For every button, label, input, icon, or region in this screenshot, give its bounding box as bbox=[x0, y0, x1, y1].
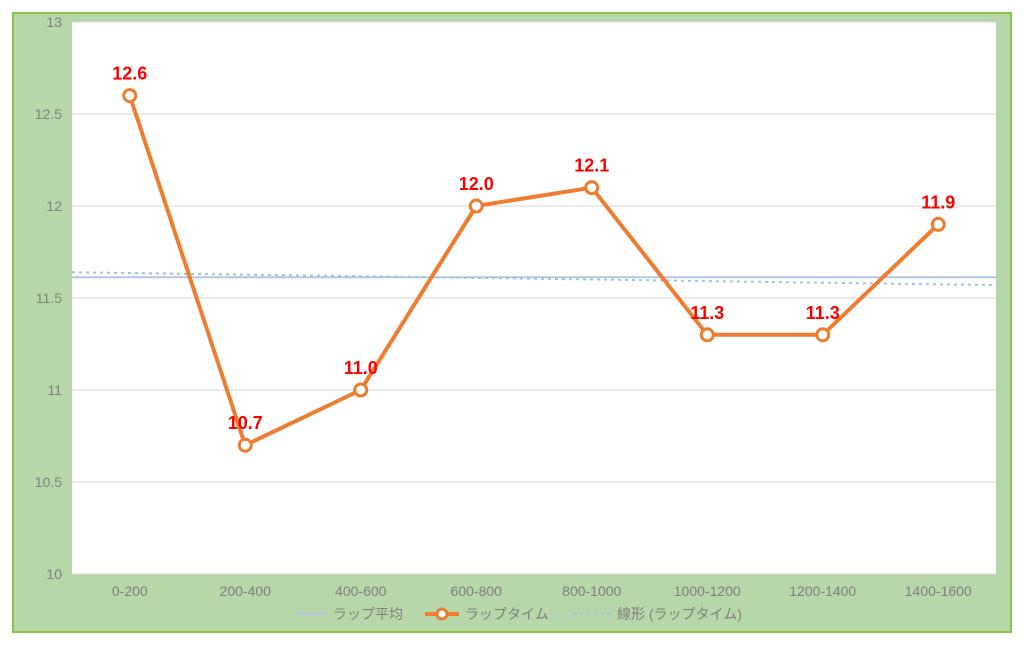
x-tick-label: 600-800 bbox=[451, 583, 503, 599]
chart-panel: 10 10.5 11 11.5 12 12.5 13 0-200 200-400 400-600 6… bbox=[12, 12, 1012, 633]
data-label: 11.0 bbox=[344, 358, 378, 378]
data-point bbox=[355, 384, 367, 396]
data-point bbox=[470, 200, 482, 212]
x-axis-ticks: 0-200 200-400 400-600 600-800 800-1000 1000-1… bbox=[112, 583, 972, 599]
data-point bbox=[932, 218, 944, 230]
legend-avg-label: ラップ平均 bbox=[333, 606, 403, 622]
x-tick-label: 800-1000 bbox=[562, 583, 621, 599]
y-tick-label: 13 bbox=[46, 14, 62, 30]
data-point bbox=[817, 329, 829, 341]
data-point bbox=[239, 439, 251, 451]
y-tick-label: 10.5 bbox=[35, 474, 62, 490]
y-tick-label: 11.5 bbox=[36, 290, 62, 306]
legend: ラップ平均 ラップタイム 線形 (ラップタイム) bbox=[297, 606, 742, 622]
x-tick-label: 400-600 bbox=[335, 583, 387, 599]
chart-outer-frame: 10 10.5 11 11.5 12 12.5 13 0-200 200-400 400-600 6… bbox=[0, 0, 1024, 645]
data-label: 12.0 bbox=[459, 174, 494, 194]
data-point bbox=[586, 182, 598, 194]
x-tick-label: 200-400 bbox=[220, 583, 272, 599]
data-label: 11.3 bbox=[690, 303, 724, 323]
data-label: 12.6 bbox=[112, 64, 147, 84]
data-point bbox=[701, 329, 713, 341]
x-tick-label: 0-200 bbox=[112, 583, 148, 599]
y-tick-label: 11 bbox=[47, 382, 62, 398]
y-tick-label: 10 bbox=[46, 566, 62, 582]
x-tick-label: 1000-1200 bbox=[674, 583, 741, 599]
y-tick-label: 12 bbox=[46, 198, 62, 214]
legend-series-label: ラップタイム bbox=[465, 606, 549, 622]
data-point bbox=[124, 90, 136, 102]
data-label: 10.7 bbox=[228, 413, 263, 433]
legend-series-swatch-marker bbox=[437, 609, 447, 619]
legend-trend-label: 線形 (ラップタイム) bbox=[617, 606, 742, 622]
data-label: 12.1 bbox=[574, 156, 609, 176]
data-label: 11.3 bbox=[806, 303, 840, 323]
x-tick-label: 1200-1400 bbox=[789, 583, 856, 599]
y-axis-ticks: 10 10.5 11 11.5 12 12.5 13 bbox=[35, 14, 62, 582]
lap-time-chart: 10 10.5 11 11.5 12 12.5 13 0-200 200-400 400-600 6… bbox=[14, 14, 1014, 635]
x-tick-label: 1400-1600 bbox=[905, 583, 972, 599]
y-tick-label: 12.5 bbox=[35, 106, 62, 122]
data-label: 11.9 bbox=[921, 192, 955, 212]
